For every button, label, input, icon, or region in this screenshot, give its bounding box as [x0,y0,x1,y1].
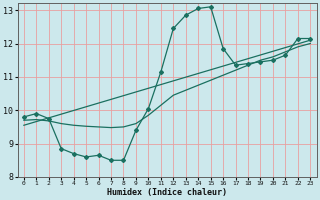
X-axis label: Humidex (Indice chaleur): Humidex (Indice chaleur) [107,188,227,197]
